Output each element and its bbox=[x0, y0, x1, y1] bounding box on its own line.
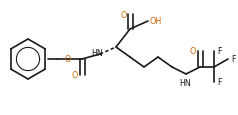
Text: F: F bbox=[218, 47, 222, 56]
Text: OH: OH bbox=[150, 17, 162, 26]
Text: F: F bbox=[231, 55, 235, 64]
Text: O: O bbox=[190, 47, 196, 56]
Text: F: F bbox=[218, 78, 222, 87]
Text: O: O bbox=[65, 55, 71, 64]
Text: O: O bbox=[72, 71, 78, 80]
Text: O: O bbox=[121, 10, 127, 19]
Text: HN: HN bbox=[179, 79, 191, 88]
Text: HN: HN bbox=[91, 49, 103, 58]
